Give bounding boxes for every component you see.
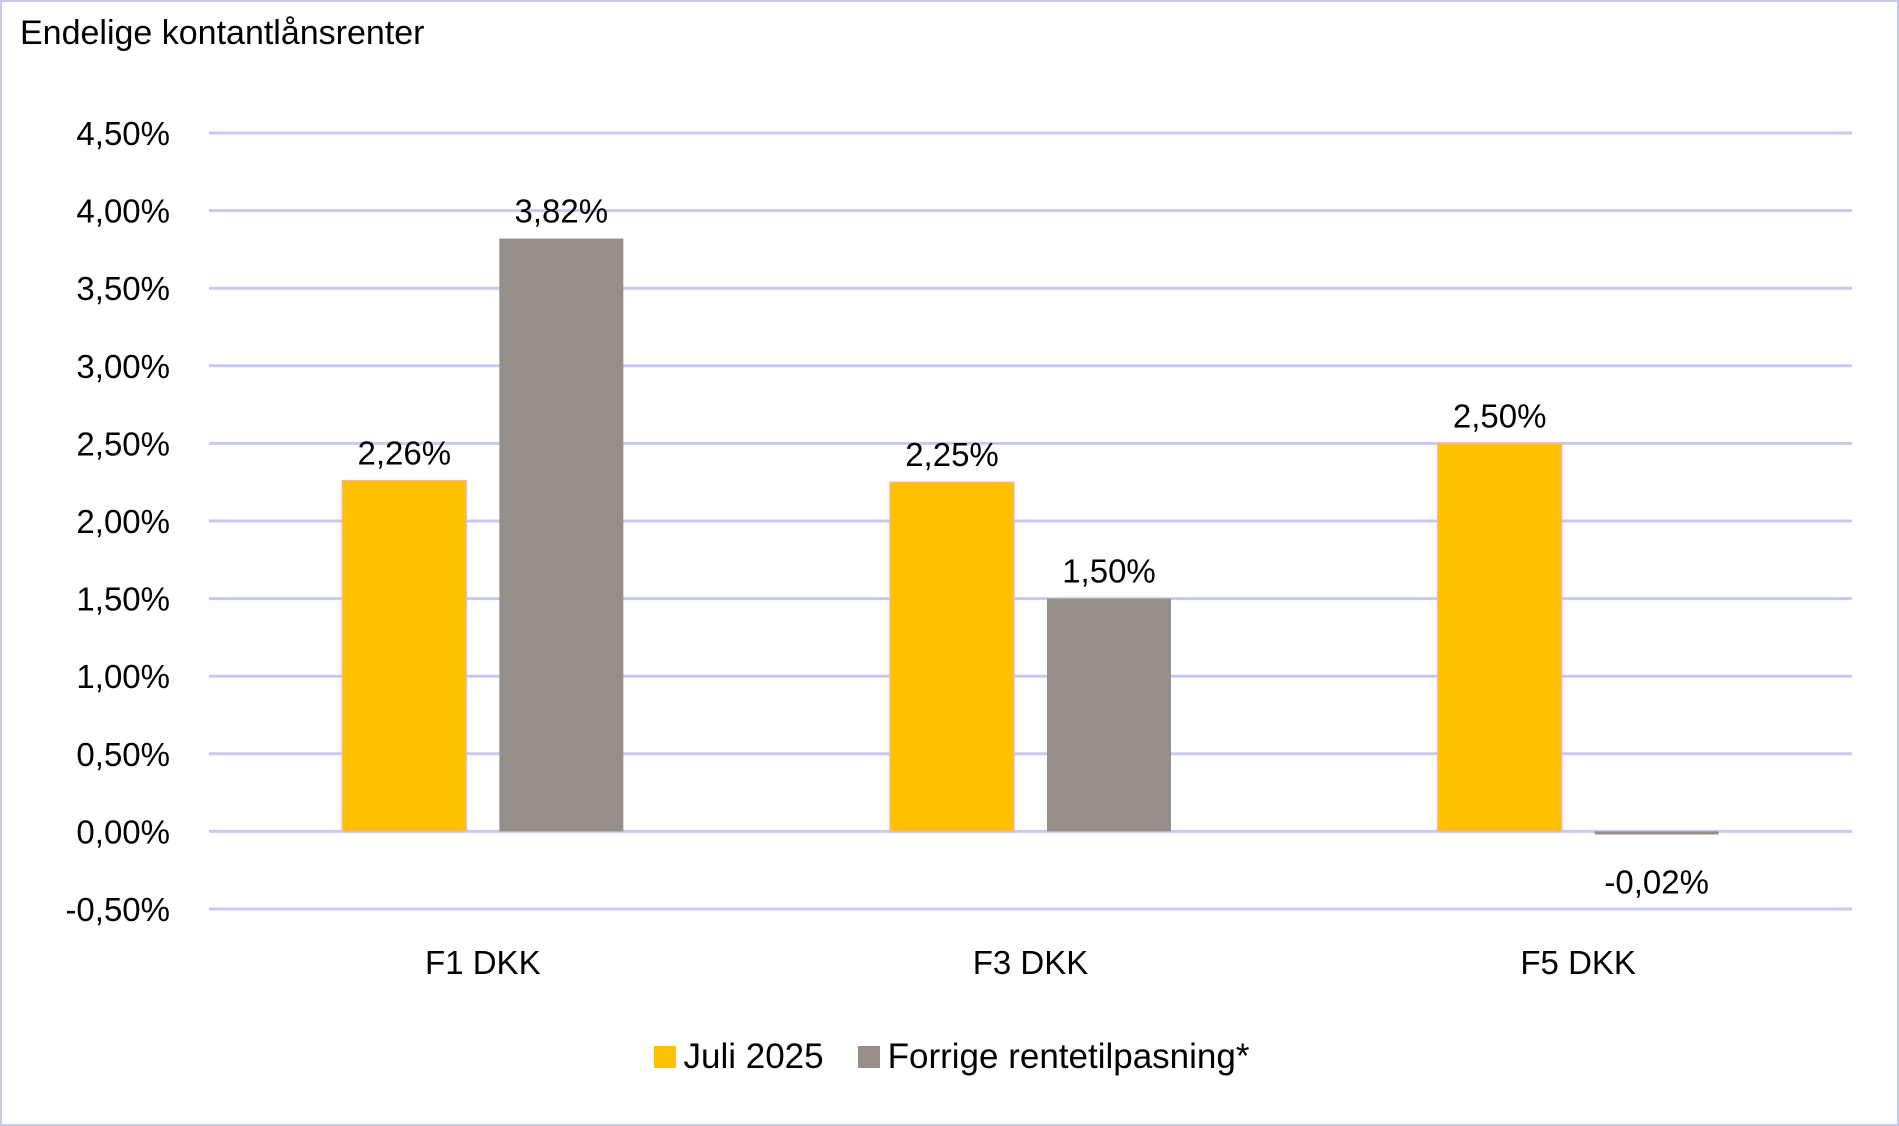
legend-swatch-forrige-rentetilpasning: [857, 1046, 880, 1068]
data-label: 3,82%: [515, 193, 609, 230]
legend-item-juli-2025: Juli 2025: [653, 1037, 824, 1077]
y-tick-label: 3,00%: [76, 348, 170, 385]
data-label: 2,50%: [1453, 397, 1547, 434]
y-tick-label: 3,50%: [76, 270, 170, 307]
category-label: F5 DKK: [1520, 944, 1636, 981]
y-tick-label: 0,50%: [76, 736, 170, 773]
y-tick-label: 2,00%: [76, 503, 170, 540]
legend-label-forrige-rentetilpasning: Forrige rentetilpasning*: [887, 1037, 1250, 1076]
category-label: F1 DKK: [425, 944, 541, 981]
data-label: 1,50%: [1062, 553, 1156, 590]
bar-forrige-0: [499, 238, 624, 832]
data-label: -0,02%: [1604, 863, 1709, 900]
bar-juli-2025-0: [341, 479, 468, 833]
bar-juli-2025-2: [1436, 442, 1563, 833]
legend: Juli 2025 Forrige rentetilpasning*: [2, 1037, 1899, 1077]
legend-label-juli-2025: Juli 2025: [683, 1037, 824, 1076]
y-tick-label: 1,00%: [76, 658, 170, 695]
chart-title: Endelige kontantlånsrenter: [20, 14, 425, 52]
y-tick-label: 4,00%: [76, 193, 170, 230]
bar-forrige-2: [1594, 831, 1719, 835]
legend-swatch-juli-2025: [653, 1046, 676, 1068]
y-tick-label: 0,00%: [76, 813, 170, 850]
y-tick-label: 4,50%: [76, 115, 170, 152]
data-label: 2,26%: [358, 435, 452, 472]
data-label: 2,25%: [905, 436, 999, 473]
category-label: F3 DKK: [973, 944, 1089, 981]
y-tick-label: 1,50%: [76, 581, 170, 618]
bar-forrige-1: [1047, 598, 1171, 832]
y-tick-label: 2,50%: [76, 425, 170, 462]
legend-item-forrige-rentetilpasning: Forrige rentetilpasning*: [857, 1037, 1250, 1077]
y-tick-label: -0,50%: [65, 891, 170, 928]
bar-juli-2025-1: [889, 481, 1015, 833]
